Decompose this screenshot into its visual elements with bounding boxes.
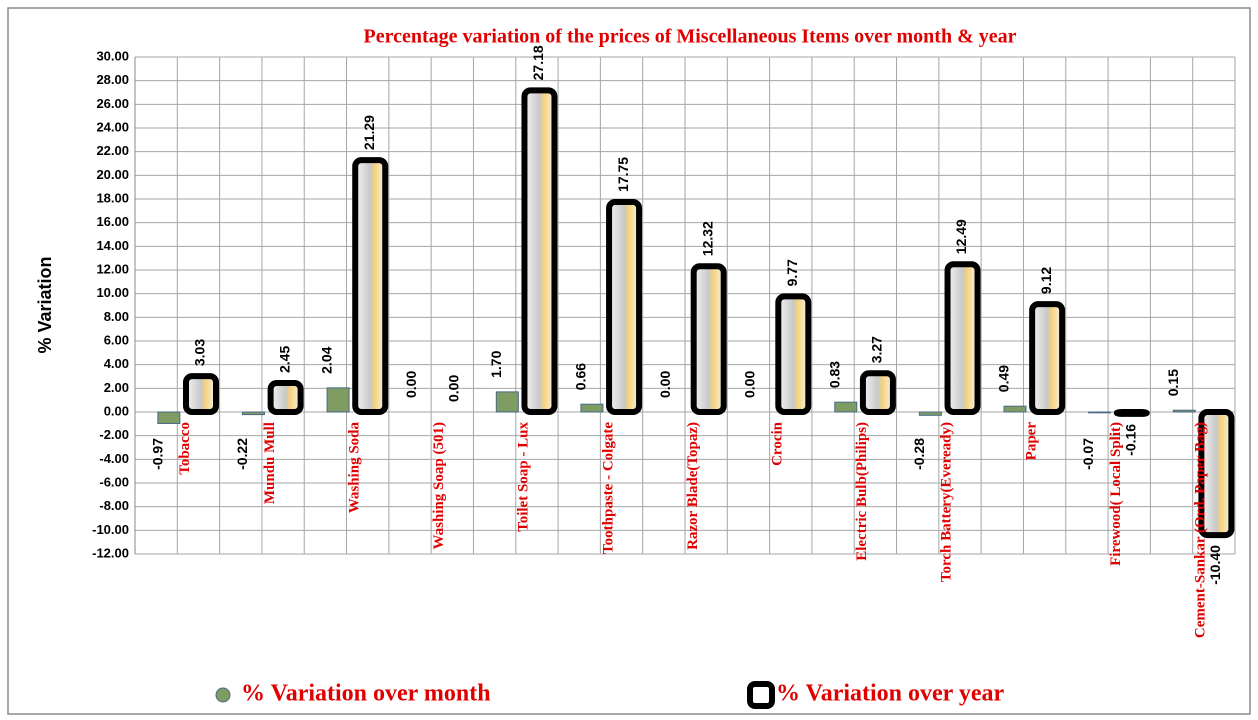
x-tick-label: Electric Bulb(Philips)	[854, 422, 870, 561]
y-tick-label: 26.00	[96, 96, 129, 111]
y-tick-label: 30.00	[96, 48, 129, 63]
month-value-label: 0.66	[572, 363, 588, 390]
month-bar	[241, 411, 265, 416]
year-value-label: 9.12	[1038, 267, 1054, 294]
year-value-label: 27.18	[530, 45, 546, 80]
year-value-label: 0.00	[446, 375, 462, 402]
y-axis-title: % Variation	[35, 256, 55, 353]
month-value-label: 0.00	[403, 371, 419, 398]
year-bar	[183, 373, 219, 415]
y-tick-label: 20.00	[96, 167, 129, 182]
y-tick-label: 28.00	[96, 72, 129, 87]
y-tick-label: 24.00	[96, 119, 129, 134]
year-bar	[775, 293, 812, 415]
y-tick-label: 18.00	[96, 190, 129, 205]
month-value-label: 0.49	[996, 365, 1012, 392]
y-tick-label: -4.00	[99, 451, 129, 466]
y-tick-label: 4.00	[104, 356, 129, 371]
year-value-label: 12.49	[953, 219, 969, 254]
year-value-label: 17.75	[615, 157, 631, 192]
year-bar	[859, 370, 896, 415]
x-tick-label: Torch Battery(Eveready)	[939, 422, 955, 582]
year-value-label: 3.27	[869, 336, 885, 363]
legend-marker	[747, 681, 775, 709]
month-bar	[1088, 411, 1112, 414]
x-tick-label: Tobacco	[177, 422, 193, 475]
year-value-label: -10.40	[1207, 545, 1223, 585]
y-tick-label: 10.00	[96, 285, 129, 300]
chart-title: Percentage variation of the prices of Mi…	[364, 26, 1017, 48]
year-bar	[1029, 301, 1066, 415]
x-tick-label: Cement-Sankar (Ord. Paper Bag)	[1193, 422, 1209, 638]
x-tick-label: Toothpaste - Colgate	[600, 422, 616, 554]
year-value-label: 2.45	[276, 346, 292, 373]
month-value-label: -0.28	[911, 438, 927, 470]
y-tick-label: 2.00	[104, 380, 129, 395]
y-tick-label: 16.00	[96, 214, 129, 229]
year-value-label: 21.29	[361, 115, 377, 150]
month-value-label: 0.83	[826, 361, 842, 388]
year-value-label: -0.16	[1122, 424, 1138, 456]
x-tick-label: Crocin	[770, 421, 786, 466]
y-tick-label: 0.00	[104, 403, 129, 418]
x-tick-label: Toilet Soap - Lux	[516, 422, 532, 532]
month-value-label: 0.00	[742, 371, 758, 398]
legend-label: % Variation over month	[241, 681, 491, 707]
month-value-label: -0.07	[1080, 438, 1096, 470]
year-bar	[267, 380, 304, 415]
month-value-label: 0.15	[1165, 369, 1181, 396]
y-tick-label: -2.00	[99, 427, 129, 442]
month-value-label: 2.04	[319, 346, 335, 373]
month-value-label: 0.00	[657, 371, 673, 398]
y-tick-label: 22.00	[96, 143, 129, 158]
x-tick-label: Firewood( Local Split)	[1108, 422, 1124, 566]
year-bar	[1198, 409, 1235, 539]
x-tick-label: Mundu Mull	[262, 422, 278, 504]
y-tick-label: -6.00	[99, 474, 129, 489]
x-tick-label: Razor Blade(Topaz)	[685, 422, 701, 550]
month-bar	[1003, 405, 1027, 413]
month-bar	[495, 391, 519, 413]
month-bar	[326, 387, 350, 413]
year-value-label: 12.32	[699, 221, 715, 256]
month-value-label: 1.70	[488, 350, 504, 377]
year-bar	[352, 157, 389, 415]
month-bar	[157, 411, 181, 424]
y-tick-label: 14.00	[96, 238, 129, 253]
y-tick-label: -8.00	[99, 498, 129, 513]
month-value-label: -0.97	[149, 438, 165, 470]
year-value-label: 3.03	[192, 339, 208, 366]
month-bar	[918, 411, 942, 416]
year-bar	[690, 263, 727, 416]
month-bar	[580, 403, 604, 413]
x-tick-label: Washing Soda	[346, 422, 362, 514]
legend-label: % Variation over year	[776, 681, 1005, 707]
y-tick-label: 6.00	[104, 332, 129, 347]
year-bar	[1113, 409, 1150, 417]
year-bar	[521, 87, 558, 416]
month-bar	[834, 401, 858, 413]
month-value-label: -0.22	[234, 438, 250, 470]
y-tick-label: -10.00	[92, 522, 129, 537]
year-bar	[944, 261, 981, 415]
year-bar	[606, 198, 643, 415]
x-tick-label: Washing Soap (501)	[431, 422, 447, 550]
y-tick-label: 12.00	[96, 261, 129, 276]
x-tick-label: Paper	[1023, 422, 1039, 461]
y-tick-label: -12.00	[92, 545, 129, 560]
y-tick-label: 8.00	[104, 309, 129, 324]
legend-marker	[215, 687, 231, 703]
year-value-label: 9.77	[784, 259, 800, 286]
month-bar	[1172, 409, 1196, 413]
